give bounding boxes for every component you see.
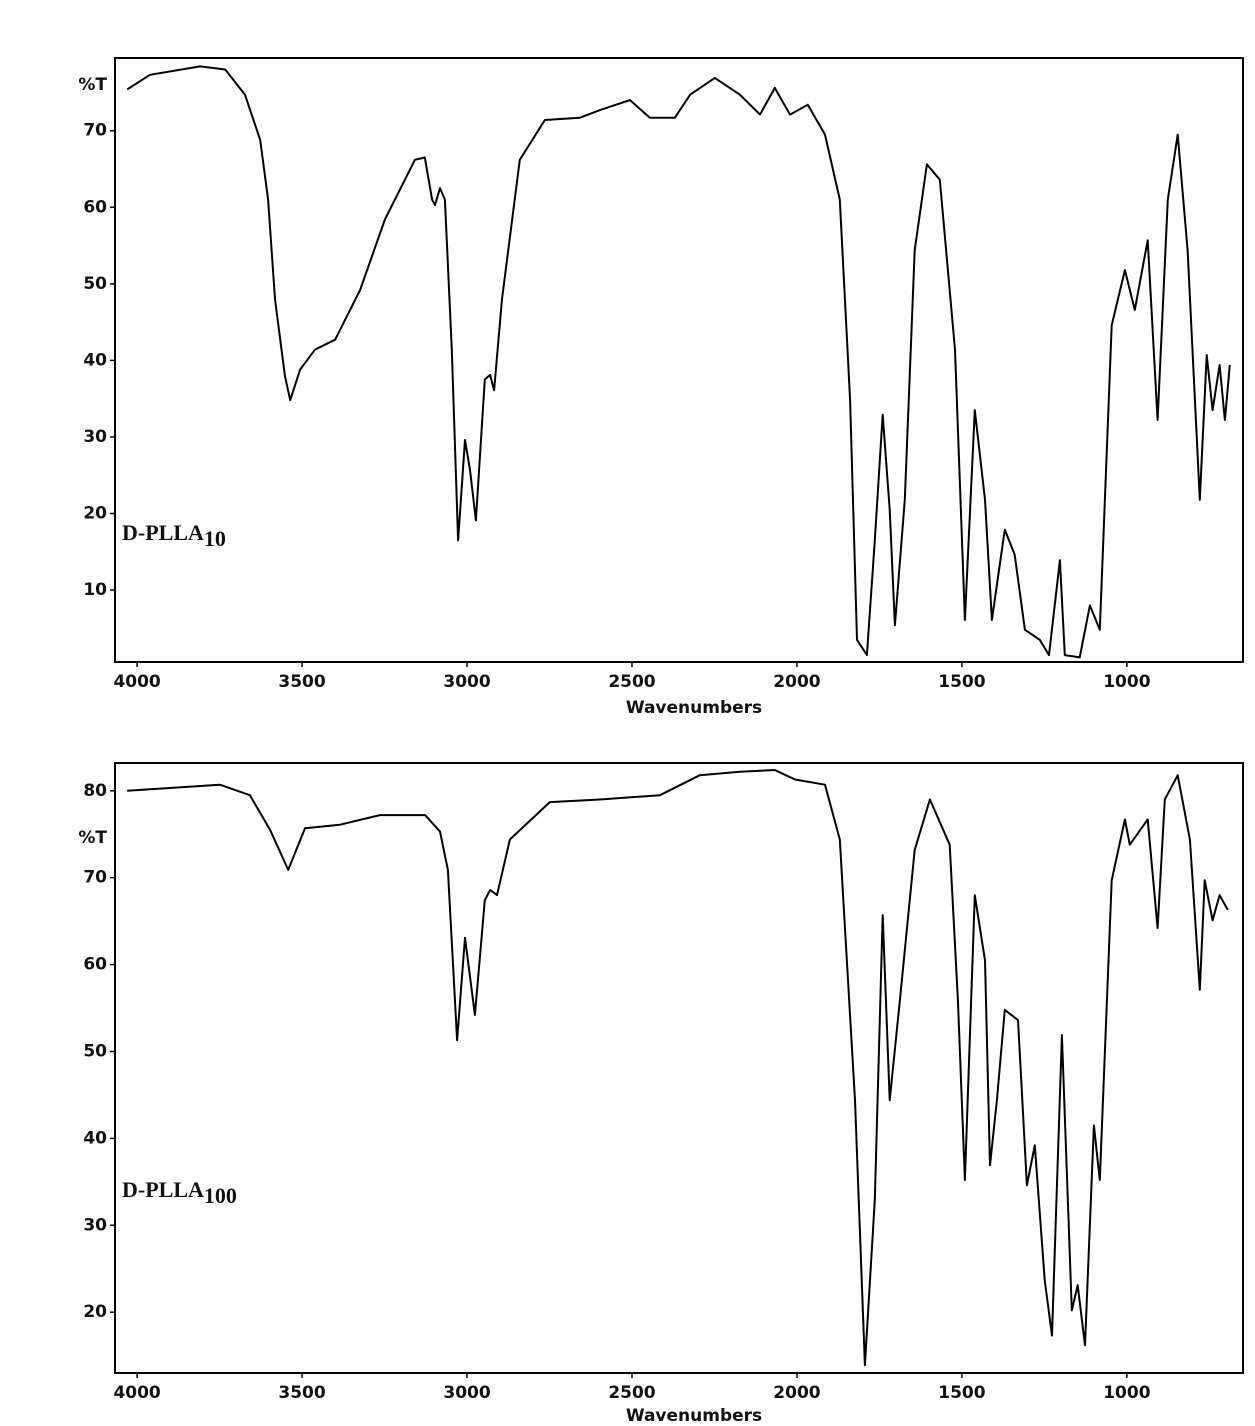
y-tick-label: 70 (83, 121, 107, 141)
y-tick-label: 50 (83, 1041, 107, 1061)
y-tick-label: 70 (83, 868, 107, 888)
sample-label: D-PLLA10 (122, 520, 226, 551)
plot-frame (114, 762, 1244, 1374)
x-tick-label: 1000 (1103, 1383, 1150, 1403)
x-tick-label: 3500 (278, 672, 325, 692)
spectrum-line (126, 65, 1231, 659)
x-tick-label: 2000 (773, 672, 820, 692)
x-tick-label: 1000 (1103, 672, 1150, 692)
x-tick-label: 3000 (443, 672, 490, 692)
sample-label: D-PLLA100 (122, 1177, 237, 1208)
y-tick-label: 60 (83, 955, 107, 975)
y-tick-label: 10 (83, 580, 107, 600)
x-tick-label: 2500 (608, 1383, 655, 1403)
plot-frame (114, 57, 1244, 663)
x-tick-label: 1500 (938, 1383, 985, 1403)
x-tick-label: 2000 (773, 1383, 820, 1403)
chart: 10 20 30 40 50 60 70 4000 3500 3000 2500 2000 1500 10… (78, 57, 1244, 718)
x-tick-label: 3500 (278, 1383, 325, 1403)
y-tick-label: 20 (83, 1302, 107, 1322)
y-axis-label: %T (78, 75, 107, 95)
sample-subscript: 10 (204, 526, 226, 551)
x-tick-label: 4000 (113, 672, 160, 692)
y-tick-label: 80 (83, 781, 107, 801)
y-tick-label: 30 (83, 1215, 107, 1235)
y-tick-label: 60 (83, 197, 107, 217)
x-axis-label: Wavenumbers (626, 1406, 762, 1426)
sample-name: D-PLLA (122, 1177, 204, 1202)
x-tick-label: 2500 (608, 672, 655, 692)
y-tick-label: 50 (83, 274, 107, 294)
x-tick-label: 3000 (443, 1383, 490, 1403)
spectrum-line (127, 769, 1229, 1367)
y-tick-label: 40 (83, 1128, 107, 1148)
x-tick-label: 4000 (113, 1383, 160, 1403)
y-axis-label: %T (78, 828, 107, 848)
y-tick-label: 30 (83, 427, 107, 447)
sample-subscript: 100 (204, 1183, 237, 1208)
x-tick-label: 1500 (938, 672, 985, 692)
y-tick-label: 20 (83, 503, 107, 523)
sample-name: D-PLLA (122, 520, 204, 545)
chart: 20 30 40 50 60 70 80 4000 3500 3000 2500 2000 1500 10… (78, 762, 1244, 1426)
y-tick-label: 40 (83, 350, 107, 370)
x-axis-label: Wavenumbers (626, 698, 762, 718)
